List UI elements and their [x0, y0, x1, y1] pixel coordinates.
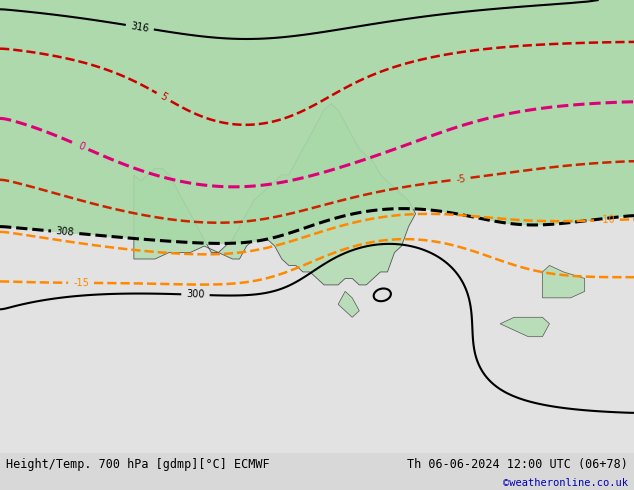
Text: 300: 300 — [186, 290, 205, 300]
Text: 308: 308 — [56, 226, 75, 238]
Text: Th 06-06-2024 12:00 UTC (06+78): Th 06-06-2024 12:00 UTC (06+78) — [407, 458, 628, 471]
Text: 316: 316 — [130, 21, 150, 34]
Text: 0: 0 — [76, 141, 86, 152]
Text: -5: -5 — [455, 173, 466, 185]
Polygon shape — [543, 266, 585, 298]
Text: 5: 5 — [158, 91, 169, 103]
Text: ©weatheronline.co.uk: ©weatheronline.co.uk — [503, 478, 628, 488]
Text: -15: -15 — [73, 278, 89, 288]
Polygon shape — [500, 318, 550, 337]
Text: Height/Temp. 700 hPa [gdmp][°C] ECMWF: Height/Temp. 700 hPa [gdmp][°C] ECMWF — [6, 458, 270, 471]
Polygon shape — [338, 292, 359, 318]
Text: -10: -10 — [599, 215, 615, 225]
Polygon shape — [134, 103, 416, 285]
